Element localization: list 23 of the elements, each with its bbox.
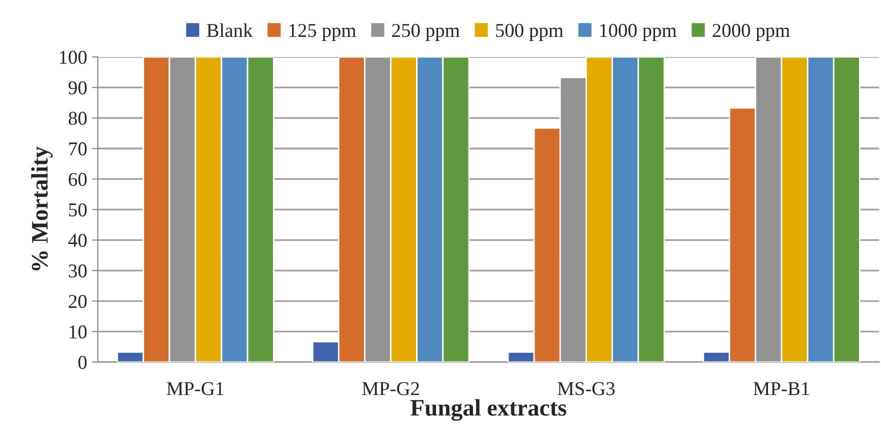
y-tick-label: 0	[78, 356, 87, 370]
y-tick-label: 40	[68, 234, 87, 247]
y-tick-label: 30	[68, 264, 87, 278]
y-tick-label: 20	[68, 294, 87, 308]
legend-label: 500 ppm	[496, 24, 564, 41]
y-tick-label: 80	[68, 112, 87, 125]
y-tick-label: 50	[69, 203, 87, 216]
legend-label: 2000 ppm	[712, 24, 790, 41]
y-tick-label: 100	[60, 50, 87, 64]
x-tick-label: MP-B1	[753, 382, 810, 396]
legend-label: 250 ppm	[392, 24, 460, 41]
legend-label: 1000 ppm	[600, 24, 677, 41]
y-tick-label: 60	[68, 172, 87, 186]
x-tick-label: MP-G2	[362, 382, 419, 396]
legend-label: Blank	[206, 23, 253, 38]
y-tick-label: 70	[69, 142, 87, 156]
x-axis-title: Fungal extracts	[410, 399, 566, 421]
y-tick-label: 10	[70, 325, 87, 339]
y-axis-title: % Mortality	[31, 146, 53, 270]
y-tick-label: 90	[68, 81, 87, 94]
x-tick-label: MS-G3	[558, 382, 615, 396]
x-tick-label: MP-G1	[166, 382, 224, 396]
legend-label: 125 ppm	[289, 24, 356, 41]
